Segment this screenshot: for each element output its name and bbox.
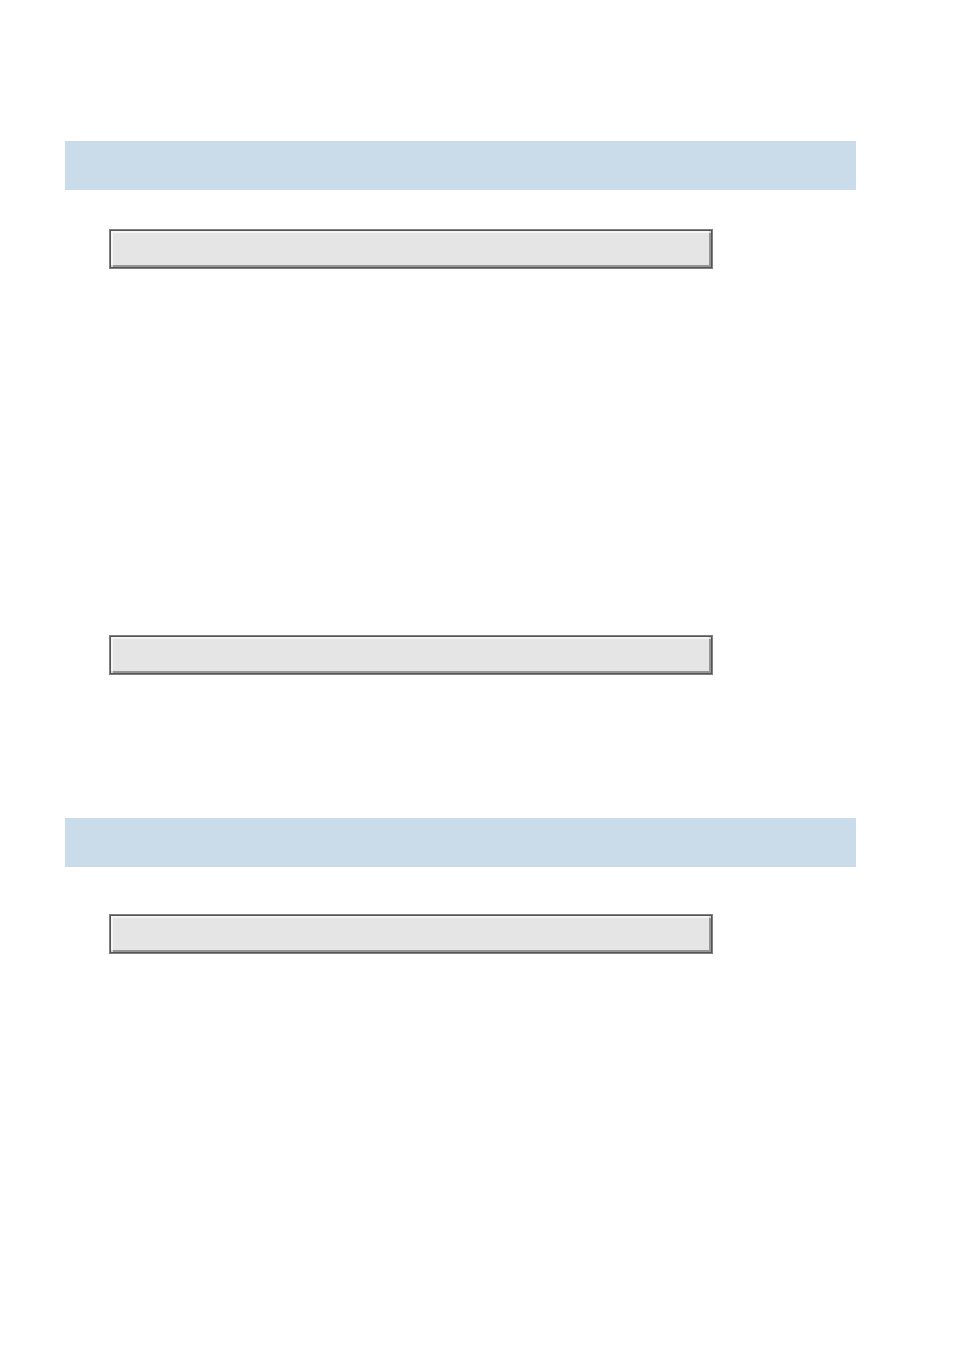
section-header-1 [65,141,856,190]
text-field-3[interactable] [110,915,712,953]
text-field-2[interactable] [110,636,712,674]
text-field-1[interactable] [110,230,712,268]
form-page [0,0,954,1350]
section-header-2 [65,818,856,867]
